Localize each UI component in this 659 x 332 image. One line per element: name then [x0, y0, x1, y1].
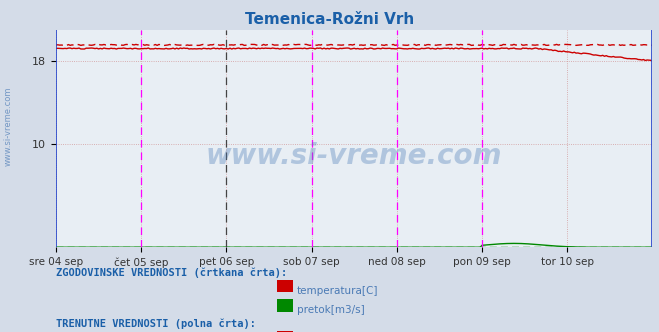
Text: pretok[m3/s]: pretok[m3/s]	[297, 305, 364, 315]
Text: www.si-vreme.com: www.si-vreme.com	[3, 86, 13, 166]
Text: TRENUTNE VREDNOSTI (polna črta):: TRENUTNE VREDNOSTI (polna črta):	[56, 319, 256, 329]
Text: temperatura[C]: temperatura[C]	[297, 286, 378, 295]
Text: www.si-vreme.com: www.si-vreme.com	[206, 142, 502, 170]
Text: Temenica-Rožni Vrh: Temenica-Rožni Vrh	[245, 12, 414, 27]
Text: ZGODOVINSKE VREDNOSTI (črtkana črta):: ZGODOVINSKE VREDNOSTI (črtkana črta):	[56, 267, 287, 278]
